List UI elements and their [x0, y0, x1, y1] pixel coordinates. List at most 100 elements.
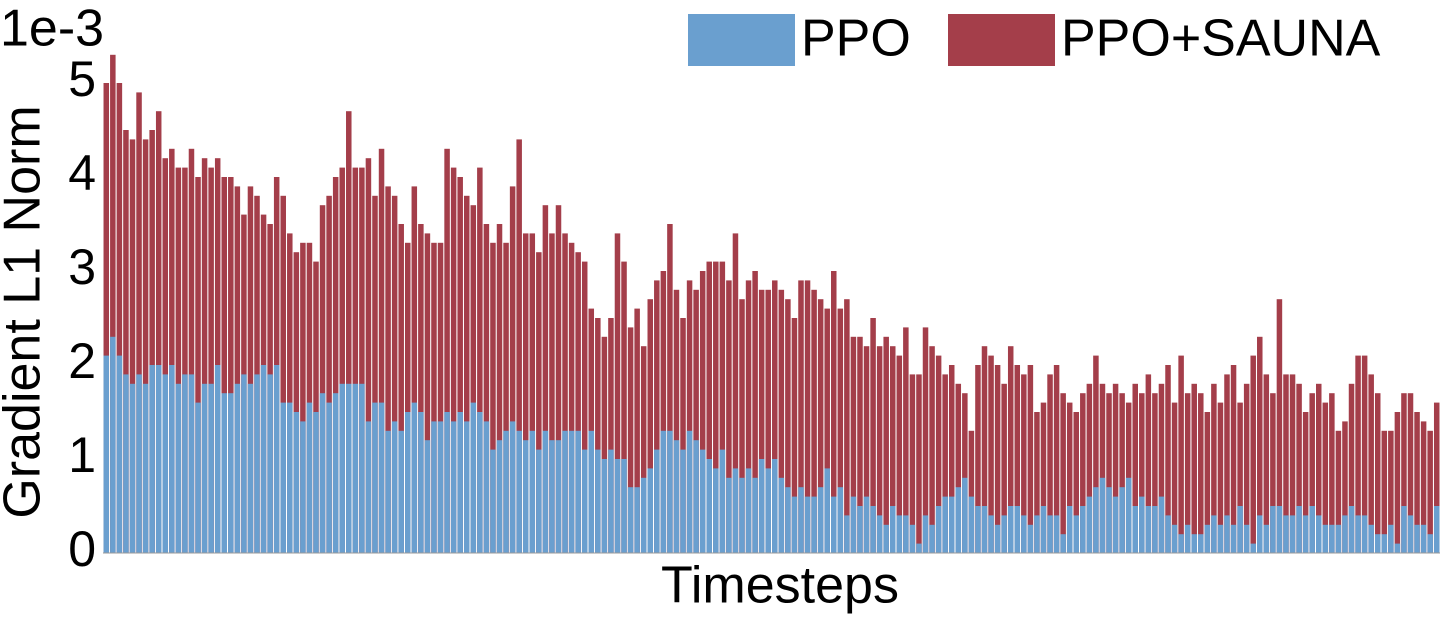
bar [123, 374, 129, 553]
bar [1165, 365, 1171, 553]
bar [1283, 374, 1289, 553]
bar [922, 515, 929, 553]
bar [169, 365, 175, 553]
bar [732, 468, 739, 553]
bar [962, 393, 968, 553]
bar [1270, 393, 1276, 553]
bar [1211, 383, 1217, 553]
bar [267, 374, 273, 553]
bar [1145, 506, 1152, 553]
bar [889, 506, 896, 553]
bar [699, 449, 706, 553]
bar [1119, 487, 1125, 553]
bar [522, 440, 529, 553]
bar [444, 148, 450, 554]
bar [1388, 430, 1394, 553]
bar [948, 496, 955, 553]
bar [503, 430, 509, 553]
bar [1132, 383, 1138, 553]
bar [608, 449, 614, 553]
bar [129, 383, 136, 553]
bar [713, 261, 719, 553]
bar [627, 327, 634, 553]
bar [942, 496, 948, 553]
bar [142, 383, 149, 553]
bar [824, 468, 830, 553]
bar [509, 421, 516, 553]
bar [1348, 383, 1355, 553]
bar [614, 233, 621, 553]
bar [1414, 524, 1420, 553]
bar [791, 318, 798, 553]
bar [483, 224, 490, 553]
bar [378, 402, 385, 553]
bar [1027, 365, 1034, 553]
bar [824, 308, 830, 553]
bar [955, 383, 962, 553]
bar [110, 336, 116, 553]
bar [450, 421, 457, 553]
bar [287, 402, 293, 553]
bar [673, 289, 680, 553]
bar [214, 158, 221, 553]
bar [1198, 393, 1204, 553]
bar [398, 430, 404, 553]
bar [1401, 393, 1407, 553]
bar [293, 412, 300, 553]
bar [1204, 524, 1211, 553]
bar [411, 186, 418, 553]
bar [791, 496, 798, 553]
bar [555, 205, 562, 553]
bar [1125, 477, 1132, 553]
bar [1427, 534, 1433, 553]
bar [470, 402, 477, 553]
bar [857, 506, 863, 553]
bar [1348, 506, 1355, 553]
bar [457, 177, 463, 553]
bar [477, 167, 483, 553]
bar [988, 515, 994, 553]
bar [588, 430, 595, 553]
bar [719, 261, 726, 553]
bar [772, 280, 778, 553]
bar [372, 195, 378, 554]
bar [470, 205, 477, 553]
bar [745, 280, 752, 553]
bar [326, 402, 332, 553]
bar [758, 289, 765, 553]
bar [1001, 383, 1007, 553]
bar [909, 374, 916, 553]
bar [1191, 534, 1197, 553]
bar [1093, 355, 1099, 553]
bar [280, 402, 286, 553]
bar [1394, 543, 1401, 553]
bar [608, 318, 614, 553]
bar [418, 224, 424, 553]
bar [1407, 393, 1414, 553]
bar [1243, 524, 1250, 553]
bar [981, 346, 988, 553]
bar [339, 167, 345, 553]
bar [883, 336, 889, 553]
bar [654, 449, 660, 553]
bar [280, 195, 286, 554]
bar [293, 252, 300, 553]
bar [1355, 355, 1361, 553]
bar [1093, 487, 1099, 553]
bar [103, 83, 110, 553]
bar [601, 459, 608, 553]
bar [1309, 393, 1315, 553]
bar [1152, 506, 1158, 553]
bar [391, 195, 398, 554]
bar [739, 477, 745, 553]
bar [1433, 506, 1440, 553]
bar [1368, 524, 1374, 553]
y-tick-label: 3 [68, 239, 96, 295]
bar [962, 477, 968, 553]
bar [142, 139, 149, 553]
bar [1302, 515, 1309, 553]
bar [175, 167, 182, 553]
bar [188, 374, 195, 553]
bar [182, 374, 188, 553]
bar [1047, 374, 1053, 553]
